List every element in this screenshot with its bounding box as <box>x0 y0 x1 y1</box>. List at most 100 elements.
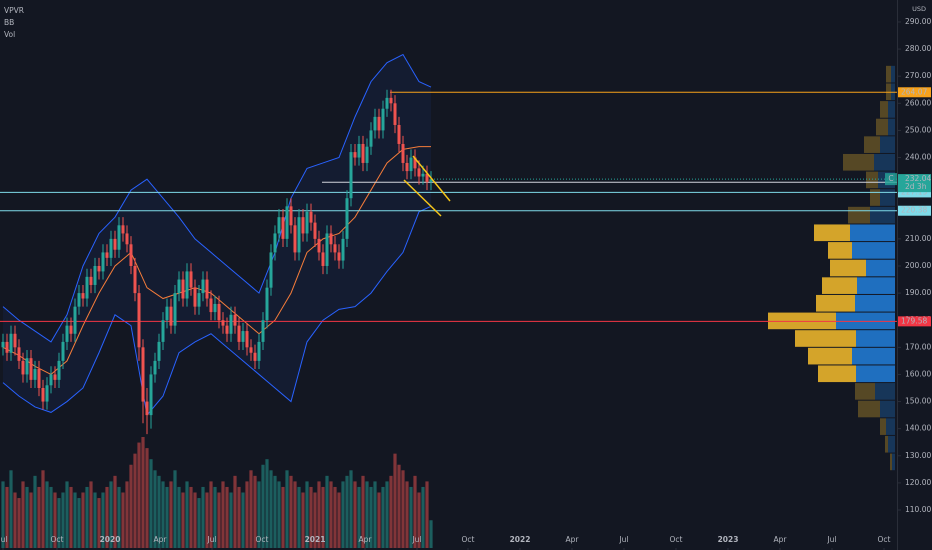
profile-down <box>880 400 895 418</box>
profile-up <box>795 330 856 347</box>
candle-body <box>329 233 333 245</box>
volume-bar <box>389 475 393 548</box>
volume-bar <box>53 492 57 548</box>
volume-bar <box>113 475 117 548</box>
channel-line <box>403 179 442 217</box>
candle-body <box>373 116 377 131</box>
volume-bar <box>373 481 377 548</box>
volume-bar <box>69 486 73 548</box>
volume-bar <box>121 492 125 548</box>
candle-body <box>429 179 433 182</box>
volume-bar <box>285 470 289 548</box>
volume-bar <box>217 492 221 548</box>
candle-body <box>401 143 405 163</box>
volume-bar <box>209 481 213 548</box>
volume-bar <box>49 486 53 548</box>
profile-down <box>880 136 895 153</box>
candle-body <box>357 143 361 158</box>
candle-body <box>417 168 421 177</box>
volume-bar <box>417 492 421 548</box>
indicator-label: BB <box>4 18 14 27</box>
volume-bar <box>77 498 81 548</box>
candle-body <box>389 97 393 104</box>
band-upper <box>2 53 432 343</box>
volume-bar <box>61 492 65 548</box>
volume-bar <box>57 498 61 548</box>
profile-down <box>888 435 895 453</box>
candle-body <box>165 306 169 321</box>
volume-bar <box>13 492 17 548</box>
volume-bar <box>361 475 365 548</box>
volume-bar <box>249 470 253 548</box>
volume-bar <box>105 486 109 548</box>
profile-up <box>830 259 866 277</box>
volume-bar <box>33 475 37 548</box>
candle-body <box>209 298 213 313</box>
profile-up <box>866 171 878 189</box>
candle-body <box>361 143 365 163</box>
volume-bar <box>321 486 325 548</box>
x-tick-label: Oct <box>878 535 891 544</box>
candle-body <box>41 387 45 402</box>
candle-body <box>113 238 117 250</box>
profile-up <box>848 206 870 224</box>
volume-bar <box>381 486 385 548</box>
candle-body <box>9 333 13 353</box>
profile-up <box>814 224 850 242</box>
volume-bar <box>265 459 269 548</box>
volume-bar <box>73 492 77 548</box>
profile-down <box>852 347 895 365</box>
candle-body <box>161 320 165 342</box>
candle-body <box>73 306 77 334</box>
candle-body <box>117 225 121 250</box>
x-tick-label: Jul <box>618 535 628 544</box>
level-label: 264.07 <box>901 87 927 96</box>
profile-down <box>888 118 895 136</box>
profile-up <box>816 294 855 312</box>
y-tick-label: 140.00 <box>905 424 931 433</box>
volume-bar <box>149 459 153 548</box>
volume-bar <box>413 475 417 548</box>
candle-body <box>21 360 25 375</box>
profile-down <box>892 453 895 471</box>
candle-body <box>77 293 81 307</box>
candle-body <box>81 293 85 299</box>
volume-bar <box>429 520 433 548</box>
volume-bar <box>173 470 177 548</box>
candle-body <box>353 152 357 158</box>
candle-body <box>301 217 305 234</box>
candle-body <box>89 276 93 285</box>
volume-bar <box>21 481 25 548</box>
levels <box>0 91 898 322</box>
candle-body <box>201 279 205 294</box>
volume-bar <box>101 492 105 548</box>
candle-body <box>293 225 297 253</box>
x-tick-label: Oct <box>256 535 269 544</box>
y-tick-label: 170.00 <box>905 342 931 351</box>
volume-bar <box>201 486 205 548</box>
candle-body <box>229 314 233 334</box>
candle-body <box>349 152 353 199</box>
candle-body <box>193 287 197 307</box>
candle-body <box>141 347 145 402</box>
volume-bar <box>409 486 413 548</box>
x-tick-label: Oct <box>462 535 475 544</box>
currency-label: USD <box>912 5 926 13</box>
candle-body <box>313 222 317 239</box>
x-tick-label: Apr <box>566 535 580 544</box>
x-tick-label: Apr <box>359 535 373 544</box>
tag-label: C <box>888 174 893 183</box>
volume-bar <box>329 481 333 548</box>
volume-bar <box>185 481 189 548</box>
volume-bar <box>333 486 337 548</box>
volume-bar <box>421 486 425 548</box>
candle-body <box>253 352 257 361</box>
volume-bar <box>213 486 217 548</box>
candle-body <box>17 347 21 361</box>
candle-body <box>153 360 157 375</box>
candle-body <box>233 314 237 326</box>
candle-body <box>133 265 137 294</box>
volume-bar <box>225 486 229 548</box>
x-tick-label: Oct <box>51 535 64 544</box>
candle-body <box>5 341 9 353</box>
